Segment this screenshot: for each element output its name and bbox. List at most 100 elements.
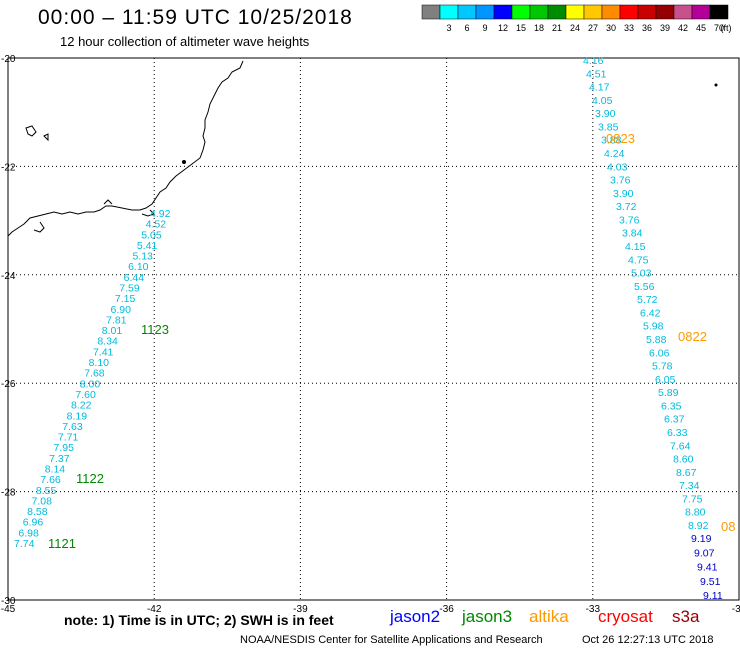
colorbar-tick-label: 33 [624, 23, 634, 33]
wave-height-value: 5.89 [658, 387, 679, 399]
lon-tick-label: -33 [586, 604, 601, 615]
lon-tick-label: -30 [732, 604, 740, 615]
colorbar-unit: (ft) [721, 23, 732, 33]
colorbar-tick-label: 6 [464, 23, 469, 33]
island-dot [714, 83, 718, 87]
lat-tick-label: -24 [1, 271, 16, 282]
lon-tick-label: -42 [147, 604, 162, 615]
wave-height-value: 7.71 [58, 432, 79, 444]
colorbar-bin [547, 4, 567, 20]
wave-height-value: 7.15 [115, 293, 136, 305]
wave-height-value: 5.13 [132, 251, 153, 263]
wave-height-value: 9.07 [694, 547, 715, 559]
colorbar-tick-label: 21 [552, 23, 562, 33]
wave-height-value: 5.41 [137, 240, 158, 252]
wave-height-value: 4.92 [150, 208, 171, 220]
wave-height-value: 4.51 [586, 68, 607, 80]
colorbar-bin [457, 4, 477, 20]
legend-satellite-s3a: s3a [672, 607, 700, 626]
colorbar: 3 6 9 12 15 18 21 24 27 30 33 36 39 42 45 70(ft) [421, 4, 732, 33]
legend-satellite-jason3: jason3 [462, 607, 513, 626]
wave-height-value: 4.16 [583, 55, 604, 67]
pass-time-label: 08 [721, 519, 735, 534]
wave-height-value: 6.44 [124, 272, 145, 284]
wave-height-value: 8.14 [45, 463, 66, 475]
wave-height-value: 3.90 [595, 108, 616, 120]
wave-height-value: 7.68 [84, 368, 105, 380]
wave-height-value: 7.66 [40, 474, 61, 486]
wave-height-value: 8.00 [80, 378, 101, 390]
colorbar-tick-label: 30 [606, 23, 616, 33]
legend-satellite-cryosat: cryosat [598, 607, 653, 626]
colorbar-tick-label: 42 [678, 23, 688, 33]
wave-height-value: 5.88 [646, 334, 667, 346]
colorbar-bin [529, 4, 549, 20]
colorbar-tick-label: 12 [498, 23, 508, 33]
pass-time-label: 0823 [606, 131, 635, 146]
colorbar-tick-label: 70 [714, 23, 724, 33]
wave-height-value: 3.72 [616, 201, 637, 213]
island-dot-2 [182, 160, 186, 164]
wave-height-value: 4.03 [607, 161, 628, 173]
wave-height-value: 8.55 [36, 485, 57, 497]
colorbar-bin [439, 4, 459, 20]
legend-satellite-jason2: jason2 [390, 607, 441, 626]
wave-height-value: 6.35 [661, 400, 682, 412]
pass-time-label: 1121 [48, 536, 76, 551]
legend-satellite-altika: altika [529, 607, 569, 626]
wave-height-value: 4.05 [592, 95, 613, 107]
colorbar-bin [475, 4, 495, 20]
colorbar-tick-label: 18 [534, 23, 544, 33]
wave-height-value: 9.51 [700, 576, 721, 588]
wave-height-value: 7.64 [670, 440, 691, 452]
wave-height-value: 9.11 [703, 590, 723, 602]
colorbar-bin [655, 4, 675, 20]
wave-height-value: 4.52 [146, 219, 167, 231]
wave-height-value: 6.90 [111, 304, 132, 316]
colorbar-bin [709, 4, 729, 20]
generated-timestamp: Oct 26 12:27:13 UTC 2018 [582, 634, 714, 646]
wave-height-value: 5.03 [631, 268, 652, 280]
wave-height-value: 8.92 [688, 520, 709, 532]
wave-height-value: 3.76 [610, 175, 631, 187]
colorbar-bin [583, 4, 603, 20]
lat-tick-label: -28 [1, 488, 16, 499]
wave-height-value: 4.17 [589, 82, 610, 94]
wave-height-value: 3.88 [601, 135, 622, 147]
pass-time-label: 1122 [76, 471, 104, 486]
wave-height-value: 6.98 [18, 527, 39, 539]
wave-height-value: 6.42 [640, 307, 661, 319]
wave-height-value: 7.95 [53, 442, 74, 454]
wave-height-value: 7.41 [93, 346, 114, 358]
colorbar-tick-label: 9 [482, 23, 487, 33]
lat-tick-label: -26 [1, 379, 16, 390]
wave-height-value: 4.75 [628, 254, 649, 266]
units-note: note: 1) Time is in UTC; 2) SWH is in fe… [64, 612, 334, 628]
colorbar-bin [673, 4, 693, 20]
wave-height-value: 7.34 [679, 480, 700, 492]
colorbar-bin [565, 4, 585, 20]
wave-height-value: 8.58 [27, 506, 48, 518]
wave-height-value: 5.98 [643, 321, 664, 333]
colorbar-bin [511, 4, 531, 20]
lon-tick-label: -45 [1, 604, 16, 615]
colorbar-bin [601, 4, 621, 20]
pass-labels: 1123 1122 1121 0823 0822 08 [48, 131, 735, 551]
colorbar-bin [637, 4, 657, 20]
lat-tick-label: -22 [1, 162, 16, 173]
lon-tick-label: -36 [439, 604, 454, 615]
wave-height-value: 5.72 [637, 294, 658, 306]
coastline [7, 60, 718, 237]
wave-height-value: 6.33 [667, 427, 688, 439]
colorbar-tick-label: 45 [696, 23, 706, 33]
wave-height-value: 8.80 [685, 507, 706, 519]
wave-height-value: 6.06 [649, 347, 670, 359]
wave-height-value: 3.90 [613, 188, 634, 200]
wave-height-value: 9.19 [691, 533, 712, 545]
wave-height-value: 5.56 [634, 281, 655, 293]
wave-height-value: 7.37 [49, 453, 70, 465]
lat-tick-label: -20 [1, 54, 16, 65]
wave-height-value: 7.59 [119, 283, 140, 295]
colorbar-tick-label: 3 [446, 23, 451, 33]
